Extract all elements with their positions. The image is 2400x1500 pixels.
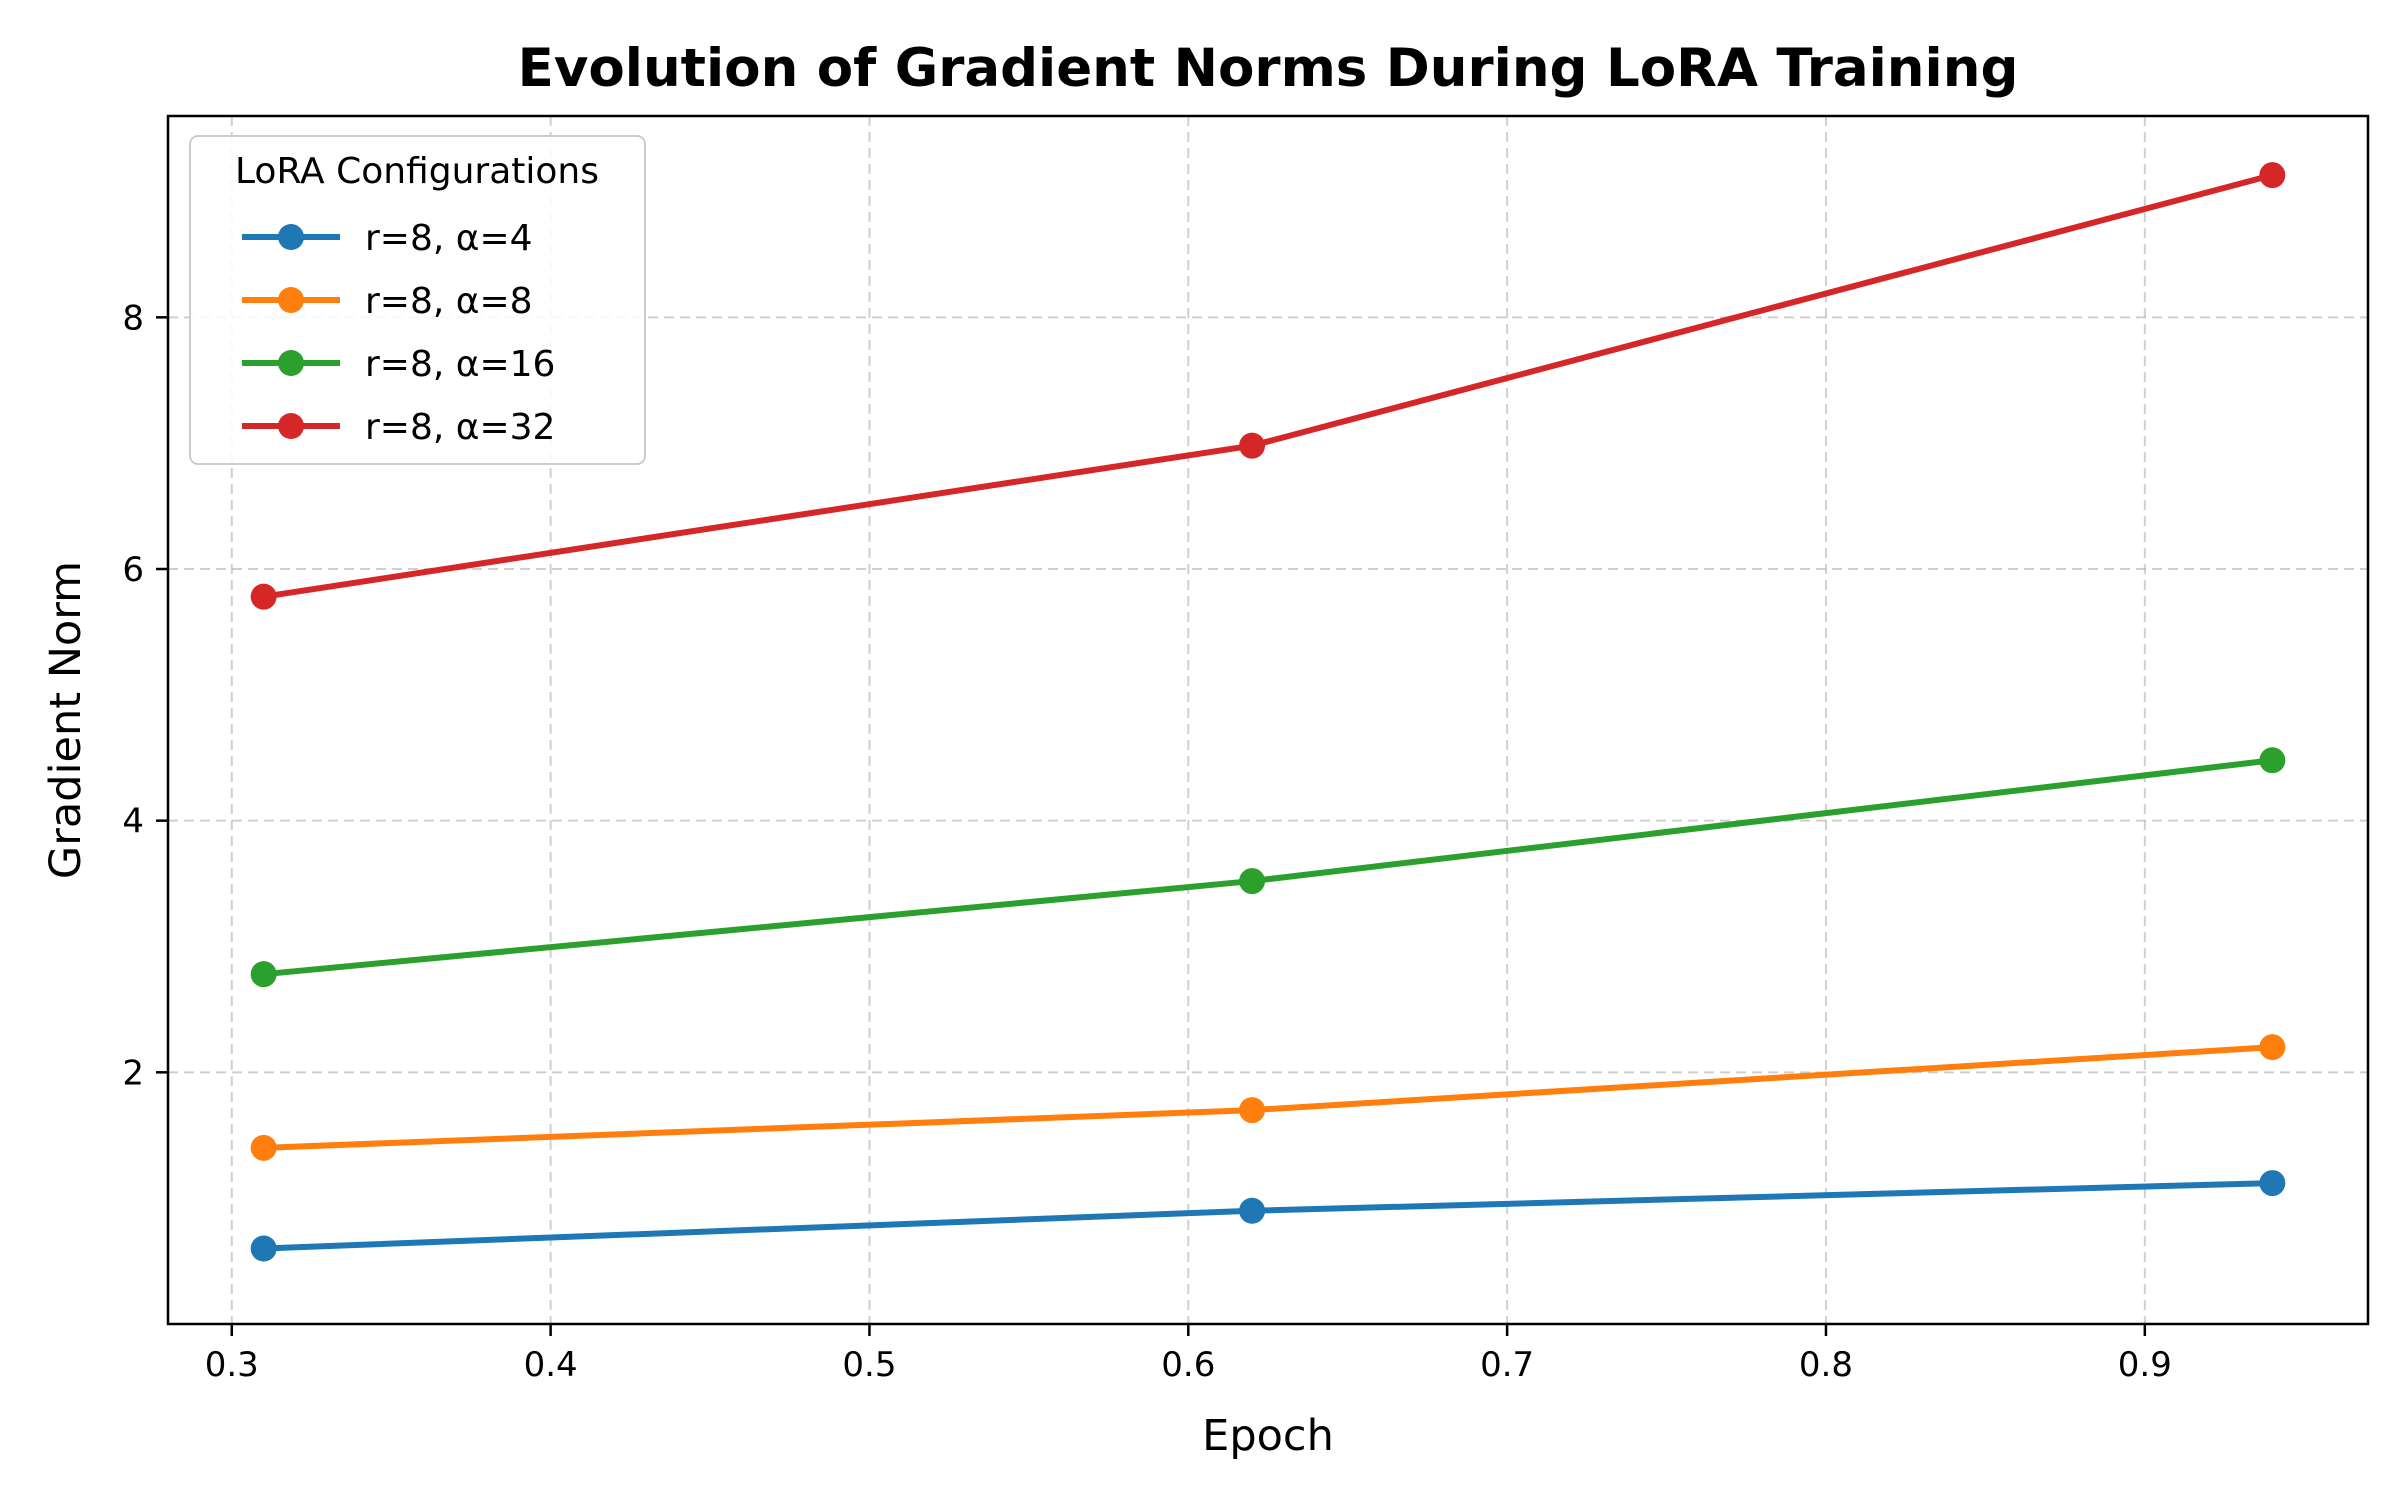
series-4 xyxy=(250,162,2286,610)
series-layer xyxy=(250,162,2286,1262)
legend: LoRA Configurations r=8, α=4r=8, α=8r=8,… xyxy=(189,135,646,465)
data-point xyxy=(1239,1097,1266,1124)
legend-item: r=8, α=32 xyxy=(242,407,555,448)
legend-label: r=8, α=4 xyxy=(365,218,533,259)
legend-label: r=8, α=8 xyxy=(365,281,533,322)
y-tick-label: 6 xyxy=(122,550,144,590)
data-point xyxy=(2259,1034,2286,1061)
x-axis-label: Epoch xyxy=(1202,1411,1334,1461)
data-point xyxy=(1239,432,1266,459)
x-tick-label: 0.4 xyxy=(524,1345,578,1385)
series-3 xyxy=(250,747,2286,988)
data-point xyxy=(1239,868,1266,895)
legend-marker xyxy=(278,413,304,439)
x-tick-label: 0.8 xyxy=(1799,1345,1853,1385)
data-point xyxy=(250,1235,277,1262)
legend-label: r=8, α=16 xyxy=(365,344,555,385)
y-tick-label: 8 xyxy=(122,298,144,338)
data-point xyxy=(250,583,277,610)
x-tick-label: 0.6 xyxy=(1161,1345,1215,1385)
data-point xyxy=(2259,747,2286,774)
data-point xyxy=(2259,1170,2286,1197)
legend-label: r=8, α=32 xyxy=(365,407,555,448)
legend-item: r=8, α=4 xyxy=(242,218,533,259)
legend-title: LoRA Configurations xyxy=(235,151,599,192)
y-tick-label: 2 xyxy=(122,1053,144,1093)
y-axis-label: Gradient Norm xyxy=(41,561,91,879)
data-point xyxy=(250,1134,277,1161)
legend-item: r=8, α=8 xyxy=(242,281,533,322)
x-tick-label: 0.9 xyxy=(2118,1345,2172,1385)
x-tick-label: 0.3 xyxy=(205,1345,259,1385)
x-tick-label: 0.5 xyxy=(842,1345,896,1385)
legend-items: r=8, α=4 r=8, α=8 r=8, α=16 r=8, α=32 xyxy=(242,218,555,448)
series-line xyxy=(260,757,2276,978)
legend-marker xyxy=(278,224,304,250)
data-point xyxy=(2259,162,2286,189)
plot-frame xyxy=(166,114,2370,1326)
data-point xyxy=(1239,1197,1266,1224)
series-line xyxy=(260,1180,2276,1252)
legend-marker xyxy=(278,350,304,376)
y-axis-ticks: 2 4 6 8 xyxy=(122,298,168,1093)
y-tick-label: 4 xyxy=(122,802,144,842)
series-1 xyxy=(250,1170,2286,1262)
x-tick-label: 0.7 xyxy=(1480,1345,1534,1385)
legend-box xyxy=(189,135,646,465)
legend-marker xyxy=(278,287,304,313)
series-2 xyxy=(250,1034,2286,1161)
data-point xyxy=(250,961,277,988)
legend-item: r=8, α=16 xyxy=(242,344,555,385)
chart-title: Evolution of Gradient Norms During LoRA … xyxy=(518,38,2019,99)
series-line xyxy=(260,1044,2276,1151)
x-axis-ticks: 0.3 0.4 0.5 0.6 0.7 0.8 0.9 xyxy=(205,1324,2172,1385)
